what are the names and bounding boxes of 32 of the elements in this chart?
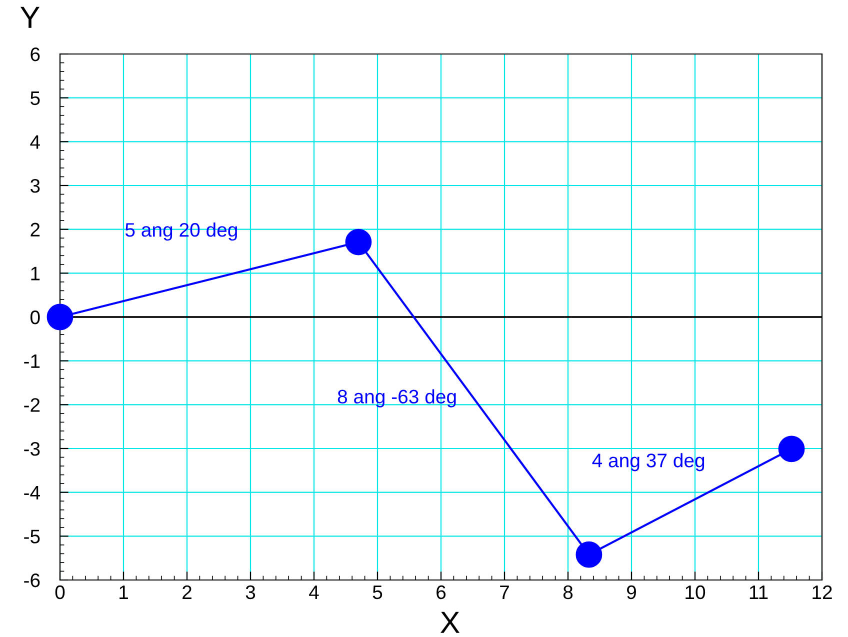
point <box>345 228 372 256</box>
x-tick-label: 2 <box>182 585 192 599</box>
y-tick-label: 2 <box>30 222 40 236</box>
x-axis-title: X <box>440 612 460 633</box>
x-tick-label: 6 <box>436 585 446 600</box>
y-tick-label: 0 <box>30 310 40 324</box>
x-tick-label: 1 <box>120 586 128 599</box>
y-tick-label: 1 <box>31 266 40 280</box>
x-tick-label: 11 <box>750 586 768 599</box>
point <box>778 436 805 462</box>
x-tick-label: 10 <box>686 585 706 600</box>
y-axis-title: Y <box>20 6 40 28</box>
x-tick-label: 0 <box>55 585 65 600</box>
x-tick-label: 7 <box>500 586 509 599</box>
y-tick-label: -6 <box>24 573 40 588</box>
y-tick-label: -3 <box>24 442 40 456</box>
point <box>576 541 602 568</box>
x-tick-label: 12 <box>812 585 832 599</box>
y-tick-label: 5 <box>30 92 40 106</box>
x-tick-label: 9 <box>627 585 636 600</box>
x-tick-label: 5 <box>372 586 382 600</box>
y-tick-label: -4 <box>24 486 40 500</box>
y-tick-label: -2 <box>24 398 40 412</box>
y-tick-label: -5 <box>24 530 40 544</box>
x-tick-label: 4 <box>309 586 319 599</box>
y-tick-label: 4 <box>30 135 40 149</box>
y-tick-label: -1 <box>24 354 40 368</box>
x-tick-label: 8 <box>563 585 573 600</box>
y-tick-label: 3 <box>30 178 40 193</box>
point <box>46 304 74 330</box>
x-tick-label: 3 <box>246 585 256 600</box>
y-tick-label: 6 <box>30 47 40 62</box>
